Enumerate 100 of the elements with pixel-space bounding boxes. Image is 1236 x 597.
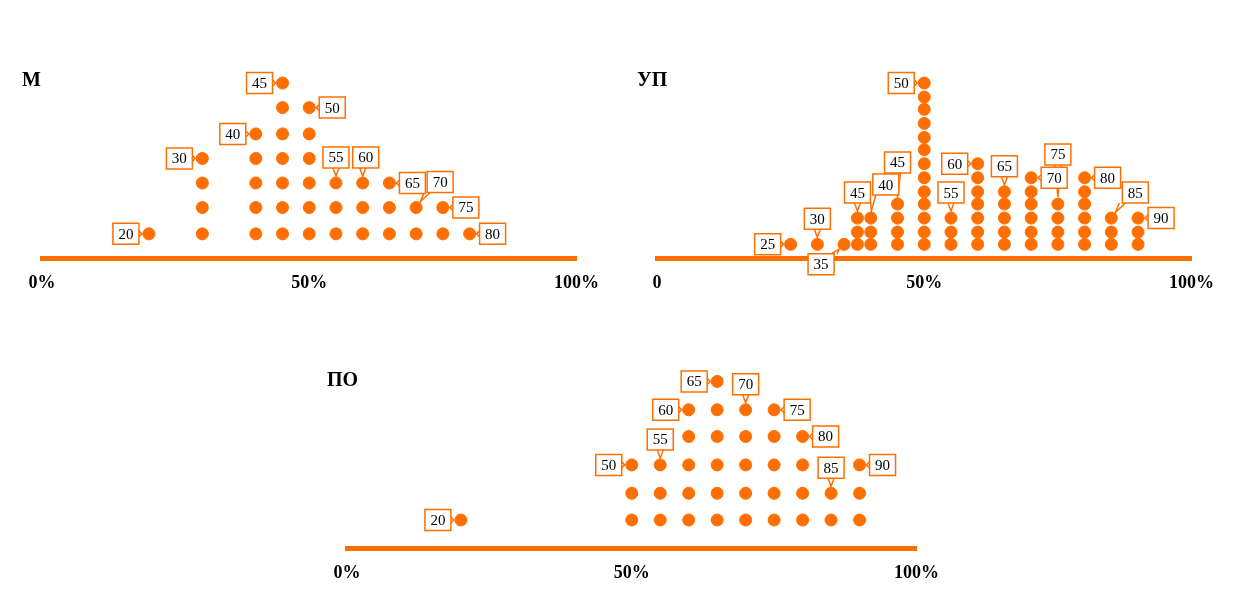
annotation: 70 [738,376,754,393]
point [356,176,370,190]
annotation: 60 [658,401,674,418]
x-tick-label: 50% [906,271,943,292]
point [409,227,423,241]
chart-title: М [22,68,41,91]
chart-title: УП [637,68,668,91]
annotation: 50 [601,456,617,473]
annotation: 30 [809,210,825,227]
point [302,176,316,190]
annotation: 30 [171,150,187,167]
point [195,227,209,241]
point [382,201,396,215]
point [276,101,290,115]
chart-title: ПО [327,368,359,391]
point [653,458,667,472]
point [625,458,639,472]
annotation: 55 [943,184,959,201]
point [276,176,290,190]
annotation: 40 [225,125,241,142]
annotation: 80 [485,225,501,242]
x-tick-label: 100% [894,561,939,582]
point [463,227,477,241]
point [195,151,209,165]
annotation: 60 [358,149,374,166]
annotation: 55 [652,431,668,448]
x-tick-label: 0 [652,271,662,292]
annotation: 75 [789,401,805,418]
point [796,430,810,444]
point [302,127,316,141]
point [454,513,468,527]
point [329,176,343,190]
point [710,403,724,417]
point [329,201,343,215]
annotation: 90 [1153,210,1169,227]
point [409,201,423,215]
annotation: 65 [996,158,1012,175]
point [382,176,396,190]
annotation: 50 [324,99,340,116]
point [682,403,696,417]
annotation: 65 [686,373,702,390]
point [249,127,263,141]
point [276,127,290,141]
point [739,486,753,500]
point [739,458,753,472]
point [796,458,810,472]
point [142,227,156,241]
point [302,201,316,215]
point [356,227,370,241]
point [710,430,724,444]
annotation: 60 [947,155,963,172]
point [249,176,263,190]
point [653,513,667,527]
point [853,486,867,500]
point [739,513,753,527]
x-tick-label: 100% [1169,271,1214,292]
x-tick-label: 0% [333,561,361,582]
annotation: 65 [404,174,420,191]
point [382,227,396,241]
annotation: 45 [890,154,906,171]
point [302,101,316,115]
point [824,513,838,527]
point [195,201,209,215]
point [249,201,263,215]
point [249,227,263,241]
point [195,176,209,190]
point [710,486,724,500]
annotation: 45 [849,184,865,201]
point [682,513,696,527]
annotation: 75 [458,199,474,216]
point [436,201,450,215]
point [710,458,724,472]
point [682,458,696,472]
point [276,151,290,165]
point [682,486,696,500]
point [329,227,343,241]
point [824,486,838,500]
annotation: 35 [813,256,829,273]
point [276,227,290,241]
annotation: 70 [1046,169,1062,186]
x-tick-label: 50% [291,271,328,292]
point [767,430,781,444]
annotation: 45 [252,75,268,91]
annotation: 80 [818,428,834,445]
x-tick-label: 50% [613,561,650,582]
annotation: 55 [328,149,344,166]
point [767,513,781,527]
point [739,403,753,417]
annotation: 85 [823,459,839,476]
point [276,76,290,90]
point [356,201,370,215]
point [302,227,316,241]
annotation: 40 [878,176,894,193]
point [276,201,290,215]
point [853,513,867,527]
point [436,227,450,241]
point [710,513,724,527]
point [796,513,810,527]
point [625,513,639,527]
point [653,486,667,500]
